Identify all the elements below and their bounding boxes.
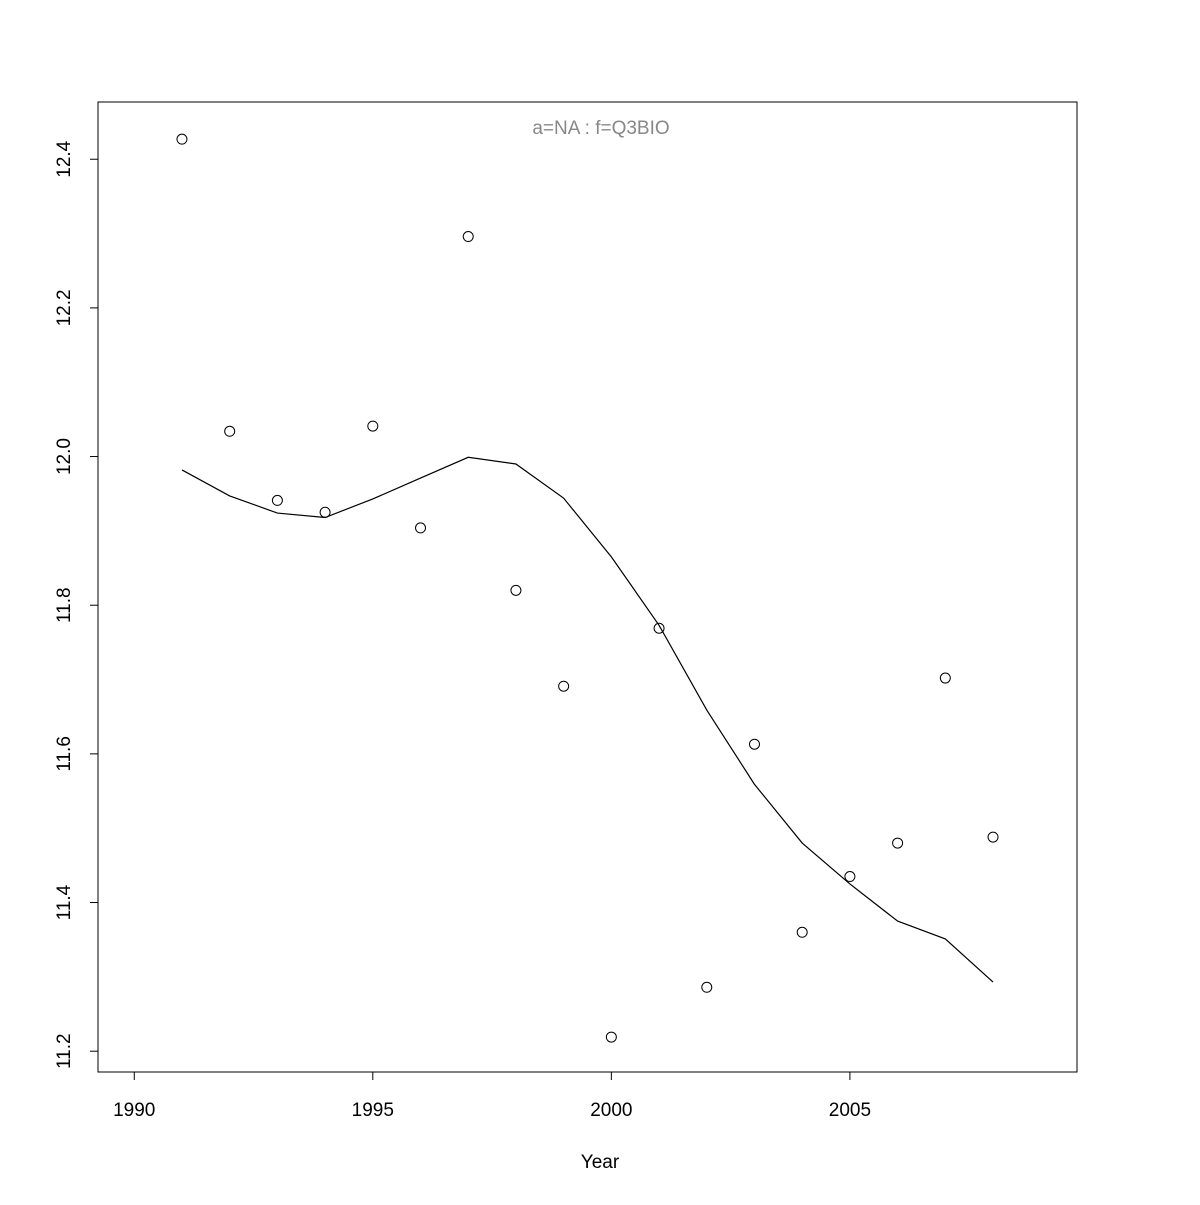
y-tick-label: 11.6 bbox=[54, 736, 75, 772]
y-tick-label: 12.4 bbox=[54, 140, 75, 177]
point bbox=[271, 494, 283, 506]
point bbox=[892, 837, 904, 849]
chart-title: a=NA : f=Q3BIO bbox=[532, 118, 669, 139]
point bbox=[176, 133, 188, 145]
point bbox=[415, 522, 427, 534]
point bbox=[939, 672, 951, 684]
point bbox=[748, 738, 760, 750]
y-tick-label: 12.0 bbox=[54, 438, 75, 475]
y-tick-label: 11.4 bbox=[54, 884, 75, 920]
point bbox=[701, 981, 713, 993]
point bbox=[653, 622, 665, 634]
y-tick-label: 11.8 bbox=[54, 587, 75, 623]
point bbox=[224, 425, 236, 437]
point bbox=[844, 871, 856, 883]
x-tick-label: 2005 bbox=[829, 1100, 871, 1121]
plot-frame bbox=[97, 101, 1078, 1073]
point bbox=[605, 1031, 617, 1043]
line bbox=[181, 456, 994, 983]
x-tick-label: 1990 bbox=[113, 1100, 155, 1121]
point bbox=[796, 926, 808, 938]
point bbox=[510, 584, 522, 596]
point bbox=[367, 420, 379, 432]
point bbox=[558, 680, 570, 692]
point bbox=[987, 831, 999, 843]
x-tick-label: 1995 bbox=[352, 1100, 394, 1121]
point bbox=[462, 231, 474, 243]
y-tick-label: 11.2 bbox=[54, 1033, 75, 1069]
x-axis-label: Year bbox=[581, 1152, 620, 1173]
y-tick-label: 12.2 bbox=[54, 289, 75, 326]
x-tick-label: 2000 bbox=[590, 1100, 632, 1121]
